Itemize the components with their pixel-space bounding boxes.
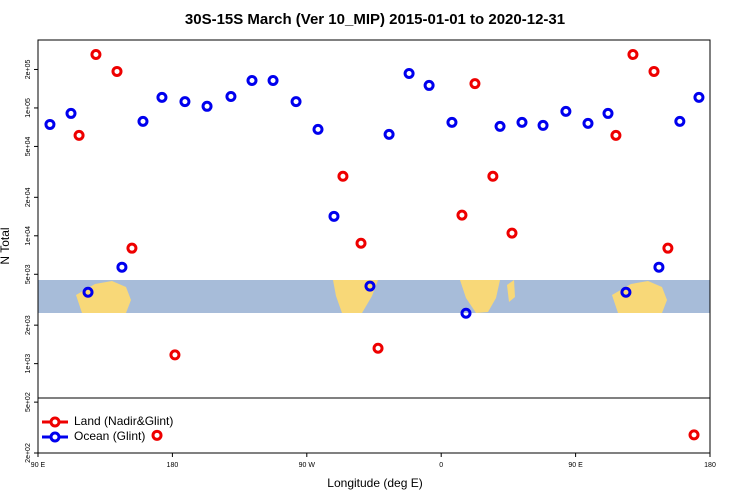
data-point [537,119,549,131]
data-point [688,429,700,441]
data-point [627,48,639,60]
data-point [456,209,468,221]
y-tick-label: 2e+05 [25,60,32,80]
x-tick-label: 90 W [299,462,316,469]
data-point [610,129,622,141]
data-point [662,242,674,254]
x-tick-label: 180 [167,462,179,469]
data-point [602,107,614,119]
x-tick-label: 180 [704,462,716,469]
data-point [246,74,258,86]
y-tick-label: 1e+03 [25,354,32,374]
y-tick-label: 1e+04 [25,226,32,246]
legend-marker [49,431,61,443]
data-point [179,96,191,108]
y-axis-label: N Total [0,227,12,264]
data-point [44,118,56,130]
data-point [506,227,518,239]
x-axis-label: Longitude (deg E) [327,476,422,490]
data-point [73,129,85,141]
data-point [582,117,594,129]
y-tick-label: 5e+02 [25,392,32,412]
data-point [126,242,138,254]
data-point [693,91,705,103]
data-point [372,342,384,354]
data-point [137,115,149,127]
x-tick-label: 90 E [31,462,46,469]
data-point [116,261,128,273]
data-point [90,48,102,60]
y-tick-label: 5e+04 [25,137,32,157]
data-point [674,115,686,127]
data-point [653,261,665,273]
data-point [151,429,163,441]
data-point [423,79,435,91]
y-tick-label: 5e+03 [25,264,32,284]
data-point [65,107,77,119]
legend-label: Land (Nadir&Glint) [74,414,173,428]
data-point [494,120,506,132]
data-point [469,78,481,90]
data-point [487,170,499,182]
data-point [648,65,660,77]
data-point [328,210,340,222]
plot-frame [37,39,711,454]
legend-marker [49,416,61,428]
data-point [169,349,181,361]
y-tick-label: 2e+02 [25,443,32,463]
y-tick-label: 2e+04 [25,187,32,207]
data-point [383,128,395,140]
data-point [156,91,168,103]
x-tick-label: 0 [439,462,443,469]
data-point [516,116,528,128]
data-point [290,96,302,108]
data-point [355,237,367,249]
data-point [201,100,213,112]
data-point [111,65,123,77]
data-point [312,123,324,135]
legend-label: Ocean (Glint) [74,429,145,443]
data-point [560,105,572,117]
data-point [267,74,279,86]
data-point [364,280,376,292]
data-point [225,90,237,102]
y-tick-label: 1e+05 [25,98,32,118]
data-point [403,67,415,79]
data-point [446,116,458,128]
data-point [460,307,472,319]
y-tick-label: 2e+03 [25,315,32,335]
data-point [337,170,349,182]
x-tick-label: 90 E [568,462,583,469]
data-point [82,286,94,298]
chart-title: 30S-15S March (Ver 10_MIP) 2015-01-01 to… [185,11,565,28]
data-point [620,286,632,298]
